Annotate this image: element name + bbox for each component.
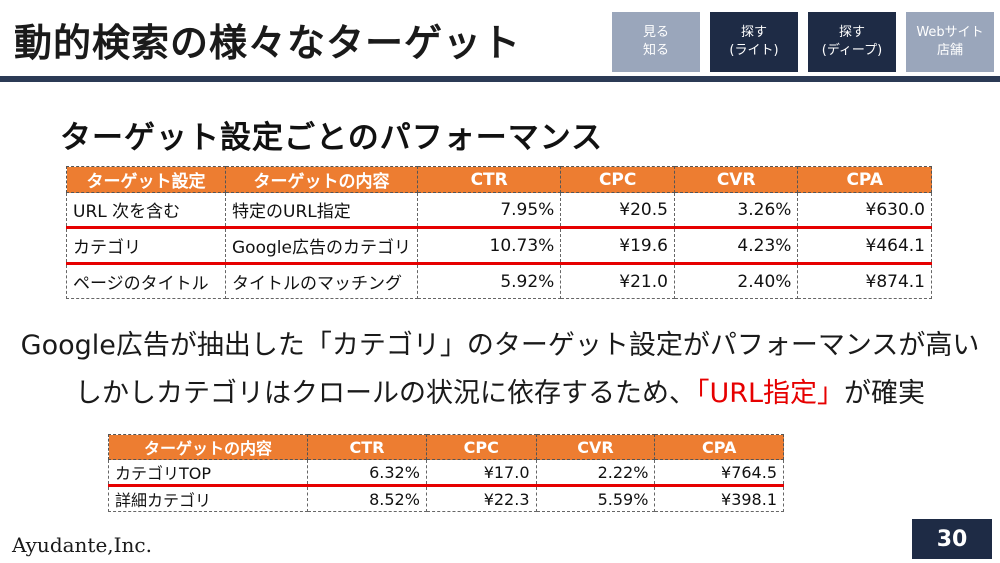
table-cell: ¥398.1 <box>654 485 784 512</box>
category-table: ターゲットの内容 CTR CPC CVR CPA カテゴリTOP 6.32% ¥… <box>108 434 784 512</box>
summary-highlight: 「URL指定」 <box>695 378 845 409</box>
table-cell: ¥464.1 <box>797 227 932 265</box>
table-cell: 特定のURL指定 <box>225 192 418 229</box>
column-header: CVR <box>535 434 656 460</box>
table-cell: 2.40% <box>673 263 799 299</box>
table-cell: 5.92% <box>416 263 562 299</box>
table-header-row: ターゲット設定 ターゲットの内容 CTR CPC CVR CPA <box>66 166 932 193</box>
table-row: カテゴリTOP 6.32% ¥17.0 2.22% ¥764.5 <box>108 459 784 487</box>
table-cell: 2.22% <box>535 459 656 487</box>
table-row: URL 次を含む 特定のURL指定 7.95% ¥20.5 3.26% ¥630… <box>66 192 932 229</box>
slide-header: 動的検索の様々なターゲット 見る 知る 探す (ライト) 探す (ディープ) W… <box>0 0 1000 82</box>
column-header: CPC <box>560 166 675 193</box>
column-header: ターゲットの内容 <box>108 434 308 460</box>
table-cell: ¥17.0 <box>425 459 537 487</box>
table-cell: 7.95% <box>416 192 562 229</box>
table-cell: ページのタイトル <box>66 263 226 299</box>
table-header-row: ターゲットの内容 CTR CPC CVR CPA <box>108 434 784 460</box>
table-cell: ¥764.5 <box>654 459 784 487</box>
nav-item-search-light[interactable]: 探す (ライト) <box>710 12 798 72</box>
column-header: ターゲットの内容 <box>225 166 418 193</box>
table-cell: 詳細カテゴリ <box>108 485 308 512</box>
header-divider <box>0 76 1000 82</box>
table-cell: 10.73% <box>416 227 562 265</box>
section-heading: ターゲット設定ごとのパフォーマンス <box>60 120 604 156</box>
table-cell: カテゴリTOP <box>108 459 308 487</box>
column-header: CTR <box>307 434 427 460</box>
table-cell: タイトルのマッチング <box>225 263 418 299</box>
nav-item-see-know[interactable]: 見る 知る <box>612 12 700 72</box>
table-cell: カテゴリ <box>66 227 226 265</box>
table-cell: 3.26% <box>673 192 799 229</box>
company-logo: Ayudante,Inc. <box>12 533 152 557</box>
nav-item-website-store[interactable]: Webサイト 店舗 <box>906 12 994 72</box>
table-cell: URL 次を含む <box>66 192 226 229</box>
column-header: ターゲット設定 <box>66 166 226 193</box>
column-header: CPA <box>654 434 784 460</box>
summary-line-1: Google広告が抽出した「カテゴリ」のターゲット設定がパフォーマンスが高い <box>20 330 980 361</box>
nav-item-search-deep[interactable]: 探す (ディープ) <box>808 12 896 72</box>
page-number: 30 <box>912 519 992 559</box>
column-header: CTR <box>416 166 562 193</box>
column-header: CVR <box>673 166 799 193</box>
table-cell: Google広告のカテゴリ <box>225 227 418 265</box>
table-cell: ¥874.1 <box>797 263 932 299</box>
summary-line-2: しかしカテゴリはクロールの状況に依存するため、「URL指定」が確実 <box>0 371 1000 410</box>
table-cell: ¥19.6 <box>560 227 675 265</box>
table-cell: ¥22.3 <box>425 485 537 512</box>
summary-line-2-prefix: しかしカテゴリはクロールの状況に依存するため、 <box>74 378 696 409</box>
column-header: CPA <box>797 166 932 193</box>
table-row-highlighted: カテゴリ Google広告のカテゴリ 10.73% ¥19.6 4.23% ¥4… <box>66 227 932 265</box>
table-row: 詳細カテゴリ 8.52% ¥22.3 5.59% ¥398.1 <box>108 485 784 512</box>
summary-line-2-suffix: が確実 <box>844 378 926 409</box>
table-cell: 5.59% <box>535 485 656 512</box>
table-cell: ¥630.0 <box>797 192 932 229</box>
table-cell: 6.32% <box>307 459 427 487</box>
column-header: CPC <box>425 434 537 460</box>
table-row: ページのタイトル タイトルのマッチング 5.92% ¥21.0 2.40% ¥8… <box>66 263 932 299</box>
slide-title: 動的検索の様々なターゲット <box>14 21 522 65</box>
performance-table: ターゲット設定 ターゲットの内容 CTR CPC CVR CPA URL 次を含… <box>66 166 932 299</box>
table-cell: 4.23% <box>673 227 799 265</box>
table-cell: ¥21.0 <box>560 263 675 299</box>
table-cell: 8.52% <box>307 485 427 512</box>
table-cell: ¥20.5 <box>560 192 675 229</box>
